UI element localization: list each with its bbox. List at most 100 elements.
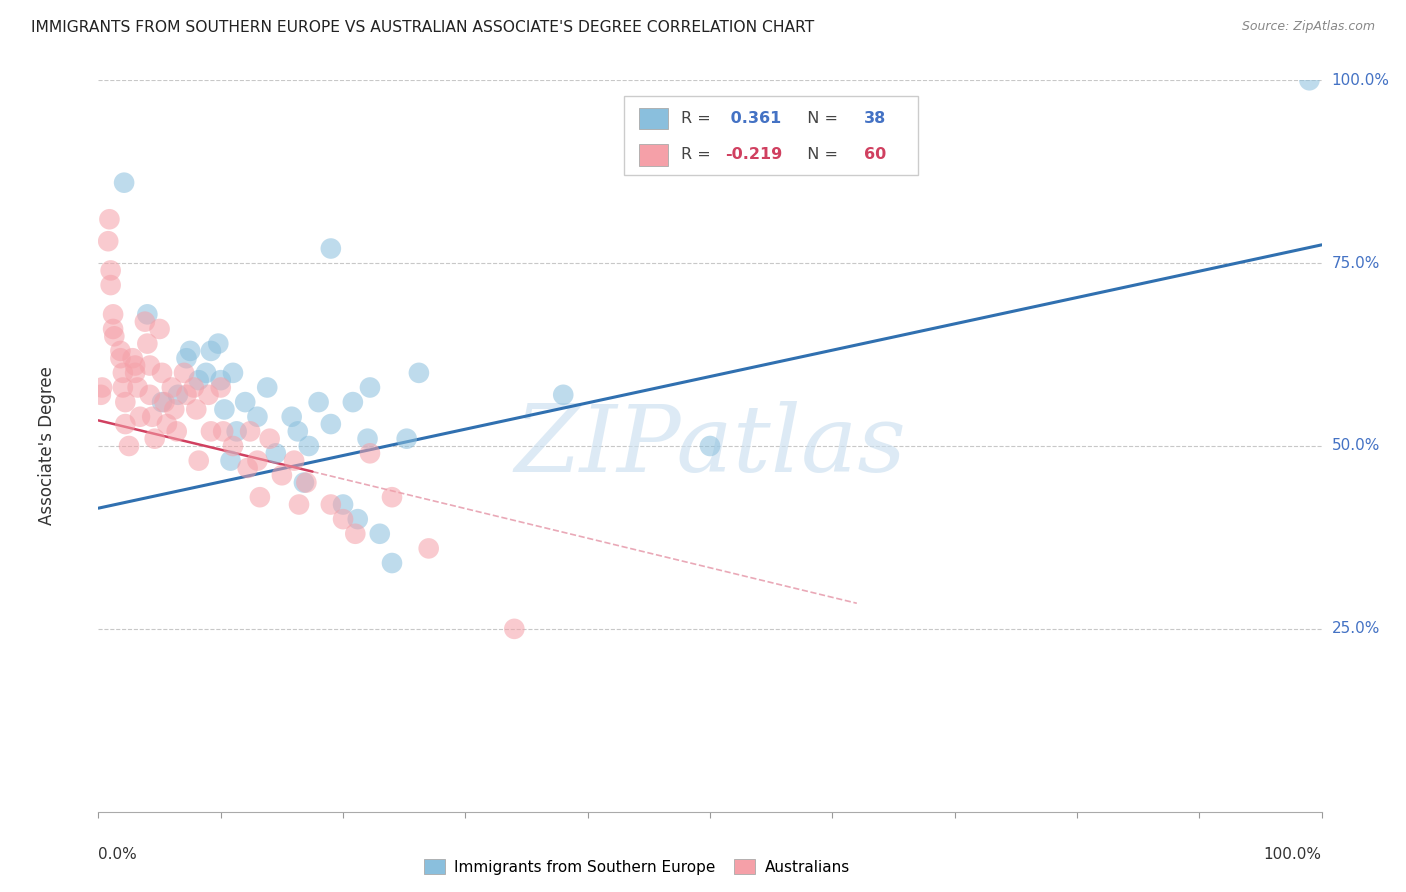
Point xyxy=(101,307,124,321)
Point xyxy=(187,453,209,467)
Point xyxy=(246,409,269,424)
Point xyxy=(222,439,245,453)
Point xyxy=(288,498,311,512)
Point xyxy=(236,461,259,475)
Point xyxy=(381,556,404,570)
Point xyxy=(149,322,172,336)
Text: 38: 38 xyxy=(865,111,886,126)
Point xyxy=(280,409,302,424)
Text: 0.0%: 0.0% xyxy=(98,847,138,862)
Text: R =: R = xyxy=(681,147,716,162)
Point xyxy=(121,351,143,366)
Text: 75.0%: 75.0% xyxy=(1331,256,1379,270)
Point xyxy=(356,432,378,446)
Point xyxy=(156,417,179,431)
Point xyxy=(332,498,354,512)
Point xyxy=(124,359,146,373)
Point xyxy=(219,453,242,467)
Point xyxy=(166,425,188,439)
Point xyxy=(319,242,342,256)
Text: N =: N = xyxy=(797,147,844,162)
Point xyxy=(176,388,198,402)
Point xyxy=(127,380,149,394)
Point xyxy=(381,490,404,504)
Text: R =: R = xyxy=(681,111,716,126)
Point xyxy=(308,395,330,409)
Point xyxy=(200,425,222,439)
Text: Associate's Degree: Associate's Degree xyxy=(38,367,56,525)
Point xyxy=(222,366,245,380)
Point xyxy=(283,453,305,467)
Point xyxy=(295,475,318,490)
Point xyxy=(418,541,440,556)
Point xyxy=(292,475,315,490)
Point xyxy=(1298,73,1320,87)
Point xyxy=(139,359,162,373)
Point xyxy=(699,439,721,453)
Point xyxy=(141,409,163,424)
Point xyxy=(183,380,205,394)
Text: N =: N = xyxy=(797,111,844,126)
Point xyxy=(90,388,112,402)
Point xyxy=(110,351,132,366)
Point xyxy=(187,373,209,387)
Point xyxy=(186,402,208,417)
Legend: Immigrants from Southern Europe, Australians: Immigrants from Southern Europe, Austral… xyxy=(418,853,856,881)
Point xyxy=(114,395,136,409)
Point xyxy=(153,395,176,409)
Point xyxy=(256,380,278,394)
Point xyxy=(359,446,381,460)
Point xyxy=(173,366,195,380)
Point xyxy=(233,395,256,409)
Point xyxy=(395,432,418,446)
Point xyxy=(287,425,309,439)
FancyBboxPatch shape xyxy=(640,144,668,166)
Point xyxy=(167,388,190,402)
Point xyxy=(139,388,162,402)
Point xyxy=(110,343,132,358)
Point xyxy=(179,343,201,358)
Point xyxy=(209,380,232,394)
Point xyxy=(270,468,294,483)
Point xyxy=(346,512,368,526)
Text: 60: 60 xyxy=(865,147,886,162)
Point xyxy=(344,526,367,541)
Point xyxy=(553,388,575,402)
Text: ZIPatlas: ZIPatlas xyxy=(515,401,905,491)
Point xyxy=(111,380,134,394)
Point xyxy=(214,402,236,417)
Text: -0.219: -0.219 xyxy=(724,147,782,162)
Point xyxy=(114,417,136,431)
Text: 100.0%: 100.0% xyxy=(1264,847,1322,862)
Point xyxy=(503,622,526,636)
Point xyxy=(160,380,183,394)
Point xyxy=(209,373,232,387)
Point xyxy=(136,336,159,351)
Point xyxy=(150,366,173,380)
Point xyxy=(207,336,229,351)
Text: Source: ZipAtlas.com: Source: ZipAtlas.com xyxy=(1241,20,1375,33)
Point xyxy=(342,395,364,409)
Point xyxy=(319,417,342,431)
Point xyxy=(408,366,430,380)
Point xyxy=(368,526,391,541)
Point xyxy=(197,388,219,402)
Text: 25.0%: 25.0% xyxy=(1331,622,1379,636)
Point xyxy=(200,343,222,358)
Text: 50.0%: 50.0% xyxy=(1331,439,1379,453)
Point xyxy=(134,315,156,329)
Point xyxy=(100,278,122,293)
Text: 0.361: 0.361 xyxy=(724,111,780,126)
Point xyxy=(264,446,287,460)
Point xyxy=(91,380,114,394)
Point xyxy=(129,409,152,424)
Point xyxy=(118,439,141,453)
Point xyxy=(98,212,121,227)
Point xyxy=(332,512,354,526)
Point xyxy=(239,425,262,439)
Text: IMMIGRANTS FROM SOUTHERN EUROPE VS AUSTRALIAN ASSOCIATE'S DEGREE CORRELATION CHA: IMMIGRANTS FROM SOUTHERN EUROPE VS AUSTR… xyxy=(31,20,814,35)
Point xyxy=(298,439,321,453)
Point xyxy=(359,380,381,394)
FancyBboxPatch shape xyxy=(624,96,918,176)
Point xyxy=(225,425,247,439)
